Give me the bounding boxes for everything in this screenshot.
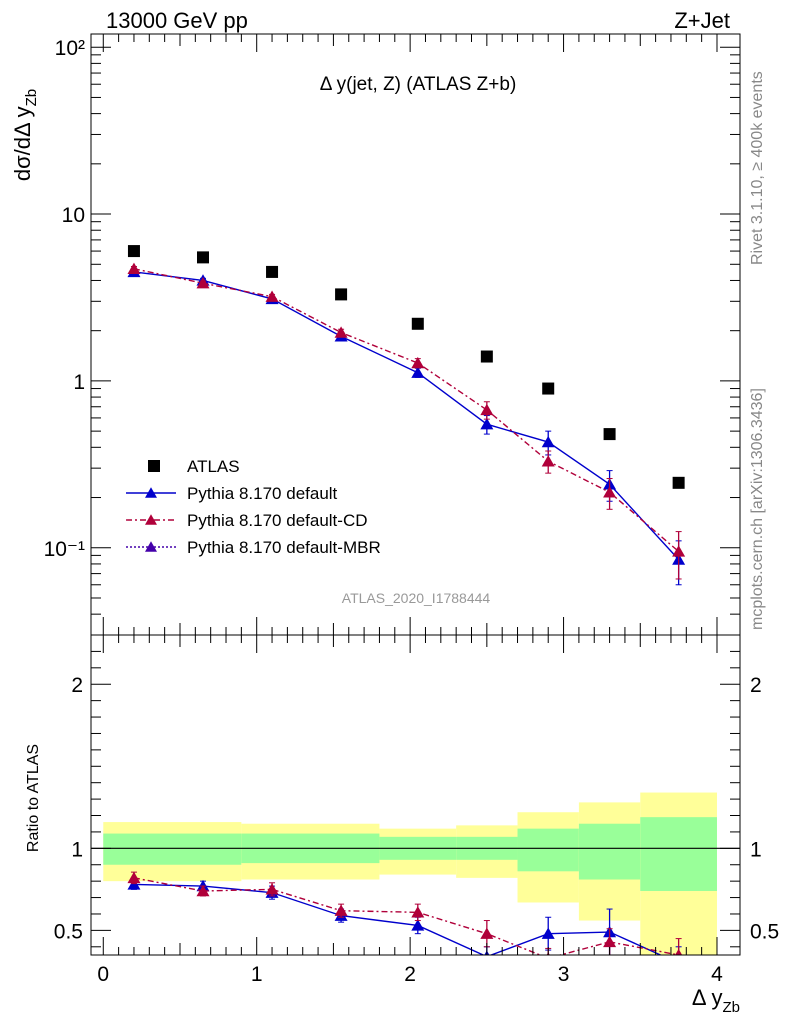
ratio-ytick-label: 0.5 <box>54 920 83 943</box>
cd-ratio-point <box>265 883 279 895</box>
ratio-ylabel: Ratio to ATLAS <box>25 744 42 852</box>
cd-data-point <box>480 403 494 416</box>
cd-data-point <box>411 356 425 369</box>
cd-data-point <box>196 277 210 289</box>
main-ylabel: dσ/dΔ yZb <box>10 89 40 181</box>
ratio-ytick-label-right: 0.5 <box>750 920 779 943</box>
legend-mbr-marker <box>145 541 157 552</box>
main-ytick-label: 1 <box>73 371 85 394</box>
atlas-data-point <box>335 288 348 301</box>
atlas-data-point <box>411 317 424 330</box>
legend-data-label: ATLAS <box>187 457 240 476</box>
cd-ratio-point <box>411 906 425 918</box>
mcplots-label: mcplots.cern.ch [arXiv:1306.3436] <box>749 388 766 630</box>
default-ratio-point <box>411 919 425 931</box>
main-ylabel-sub: Zb <box>23 89 40 107</box>
legend-mbr-label: Pythia 8.170 default-MBR <box>187 538 381 557</box>
atlas-data-point <box>603 428 616 441</box>
legend-cd-marker <box>145 514 157 525</box>
ratio-ticks: 0.5 0.5 1 1 2 2 0 1 2 3 4 <box>54 635 779 986</box>
default-data-point <box>411 366 425 378</box>
cd-ratio-point <box>196 884 210 897</box>
cd-ratio-point <box>480 927 494 939</box>
ratio-inner-band <box>640 817 717 891</box>
cd-data-point <box>334 326 348 338</box>
cd-data-point <box>541 455 555 467</box>
main-ytick-label: 10² <box>55 37 85 60</box>
ratio-xlabel-text: Δ y <box>692 985 723 1010</box>
cd-data-point <box>127 262 141 274</box>
ratio-series-group <box>127 871 685 968</box>
cd-series-line <box>133 268 680 553</box>
ratio-xtick-label: 3 <box>558 963 570 986</box>
rivet-label: Rivet 3.1.10, ≥ 400k events <box>749 71 766 265</box>
cd-ratio-point <box>603 935 617 948</box>
atlas-data-point <box>266 265 279 278</box>
ratio-bands <box>91 792 740 955</box>
ratio-inner-band <box>517 828 579 872</box>
cd-ratio-line <box>133 877 679 955</box>
cd-data-point <box>603 486 617 498</box>
ratio-xtick-label: 4 <box>711 963 723 986</box>
analysis-label: ATLAS_2020_I1788444 <box>342 590 491 606</box>
cd-data-point <box>265 290 279 302</box>
legend-default-marker <box>145 487 157 498</box>
ratio-inner-band <box>103 833 242 865</box>
atlas-data-point <box>542 382 555 395</box>
ratio-content <box>127 871 685 968</box>
legend-cd-label: Pythia 8.170 default-CD <box>187 511 368 530</box>
atlas-data-point <box>127 245 140 258</box>
plot-title: Δ y(jet, Z) (ATLAS Z+b) <box>320 74 517 95</box>
ratio-xlabel: Δ yZb <box>692 985 740 1016</box>
ratio-xtick-label: 1 <box>251 963 263 986</box>
ratio-ytick-label: 2 <box>71 674 83 697</box>
ratio-frame <box>90 634 741 956</box>
ratio-xtick-label: 2 <box>404 963 416 986</box>
legend: ATLAS Pythia 8.170 default Pythia 8.170 de… <box>126 457 381 557</box>
main-ylabel-text: dσ/dΔ y <box>10 106 35 181</box>
legend-default-label: Pythia 8.170 default <box>187 484 338 503</box>
energy-label: 13000 GeV pp <box>106 8 248 33</box>
ratio-xlabel-sub: Zb <box>722 999 740 1016</box>
ratio-panel: 0.5 0.5 1 1 2 2 0 1 2 3 4 <box>54 634 779 986</box>
cd-ratio-point <box>334 904 348 916</box>
cd-ratio-point <box>675 948 683 955</box>
ratio-xtick-label: 0 <box>97 963 109 986</box>
atlas-data-point <box>197 251 210 264</box>
atlas-data-point <box>672 476 685 489</box>
main-yticks: 10⁻¹ 1 10 10² <box>44 34 740 636</box>
default-data-point <box>541 435 555 448</box>
main-content <box>127 245 686 586</box>
ratio-inner-band <box>578 823 641 880</box>
default-ratio-point <box>541 927 555 939</box>
ratio-ytick-label-right: 1 <box>750 838 762 861</box>
main-ytick-label: 10 <box>62 204 85 227</box>
main-ytick-label: 10⁻¹ <box>44 538 85 561</box>
ratio-ytick-label: 1 <box>71 838 83 861</box>
atlas-data-point <box>480 350 493 363</box>
cd-ratio-point <box>127 871 141 884</box>
process-label: Z+Jet <box>674 8 730 33</box>
ratio-ytick-label-right: 2 <box>750 674 762 697</box>
legend-atlas-marker <box>148 460 160 472</box>
default-ratio-point <box>672 957 685 968</box>
cd-data-point <box>672 545 686 557</box>
main-panel: Δ y(jet, Z) (ATLAS Z+b) ATLAS_2020_I1788… <box>44 33 741 636</box>
default-data-point <box>480 418 494 430</box>
